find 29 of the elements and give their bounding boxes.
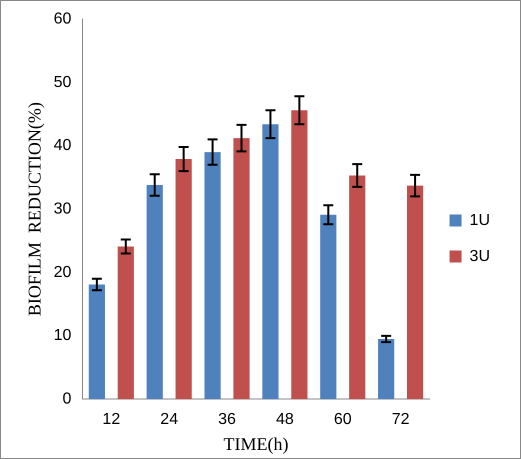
y-axis-title: BIOFILM REDUCTION(%)	[24, 102, 45, 316]
bar	[204, 152, 221, 400]
y-tick-label: 40	[54, 137, 72, 154]
x-tick-label: 24	[160, 411, 178, 428]
y-tick-label: 30	[54, 200, 72, 218]
x-tick-label: 36	[218, 411, 236, 428]
y-tick-label: 20	[54, 264, 72, 281]
bar	[320, 214, 336, 400]
bar	[118, 246, 134, 400]
bar	[349, 176, 366, 400]
y-tick-label: 50	[54, 74, 72, 91]
y-tick-label: 10	[54, 327, 72, 344]
bar	[291, 110, 308, 400]
legend-label: 1U	[470, 212, 490, 229]
x-tick-label: 60	[334, 411, 352, 428]
bar	[262, 124, 279, 400]
bar	[406, 186, 424, 400]
x-axis-title: TIME(h)	[223, 434, 288, 454]
y-tick-label: 60	[54, 10, 72, 28]
bar	[378, 339, 394, 400]
y-tick-label: 0	[62, 390, 72, 408]
x-tick-label: 48	[276, 411, 294, 428]
x-tick-label: 12	[102, 411, 120, 428]
bar	[176, 159, 192, 400]
bar	[146, 185, 163, 400]
legend-label: 3U	[470, 248, 490, 265]
bar	[88, 284, 105, 400]
x-tick-label: 72	[392, 411, 410, 428]
bar	[233, 138, 250, 400]
